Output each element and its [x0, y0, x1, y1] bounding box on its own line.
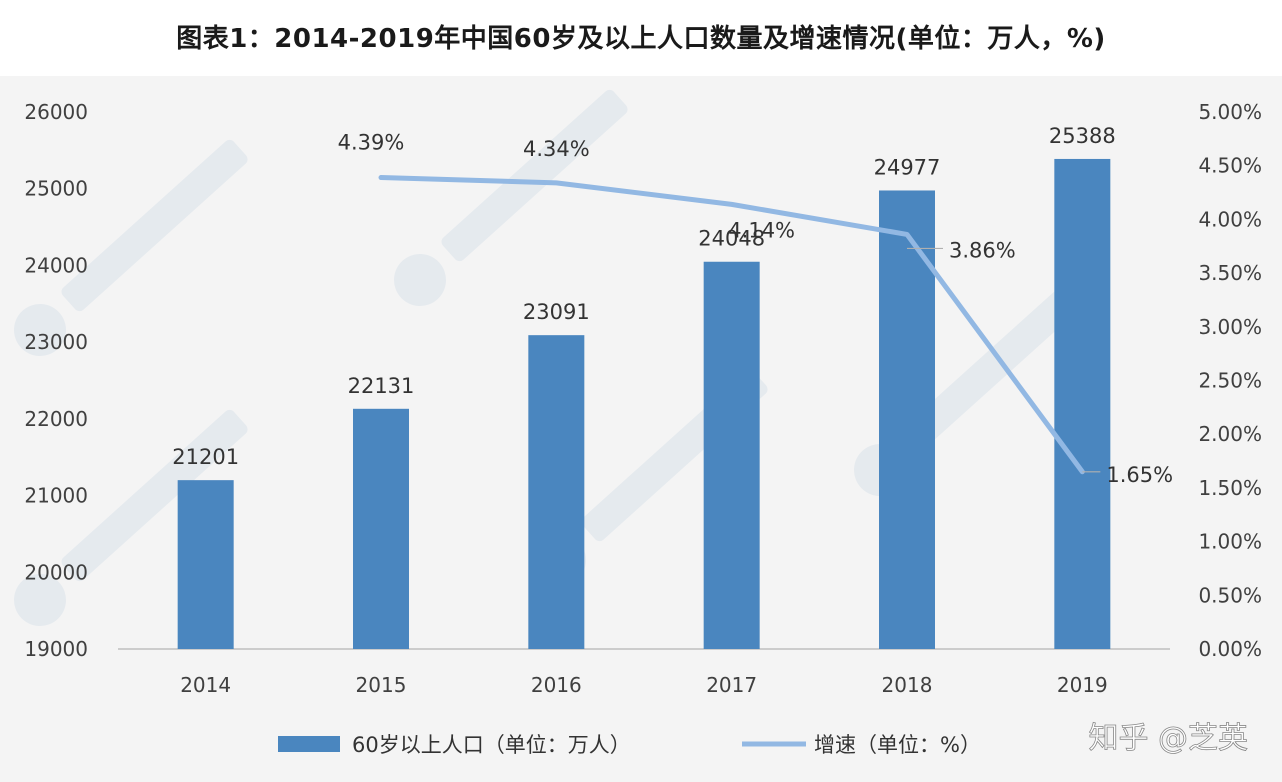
bar	[879, 190, 935, 650]
x-tick-label: 2019	[1057, 673, 1108, 697]
x-tick-label: 2014	[180, 673, 231, 697]
bar	[1054, 158, 1111, 649]
right-tick-label: 4.50%	[1198, 154, 1262, 178]
watermark-logo-bar	[61, 139, 248, 312]
legend-line-label: 增速（单位：%）	[814, 733, 981, 757]
line-value-label: 3.86%	[949, 238, 1016, 262]
watermark-logo	[394, 89, 628, 306]
right-tick-label: 5.00%	[1198, 100, 1262, 124]
bar	[703, 261, 760, 649]
watermark-logo	[13, 409, 248, 626]
watermark-logo-mark	[13, 574, 66, 626]
right-tick-label: 1.00%	[1198, 530, 1262, 554]
watermark-logo-bar	[61, 409, 248, 582]
bar-value-label: 24048	[698, 227, 765, 251]
right-tick-label: 3.50%	[1198, 261, 1262, 285]
bar-value-label: 22131	[348, 374, 415, 398]
right-tick-label: 4.00%	[1198, 207, 1262, 231]
title-band: 图表1：2014-2019年中国60岁及以上人口数量及增速情况(单位：万人，%)	[0, 0, 1282, 77]
left-tick-label: 23000	[24, 330, 88, 354]
x-tick-label: 2018	[882, 673, 933, 697]
right-axis-ticks: 0.00% 0.50% 1.00% 1.50% 2.00% 2.50% 3.00% 3.50%…	[1198, 100, 1262, 661]
line-data-labels: 4.39% 4.34% 4.14% 3.86% 1.65%	[338, 131, 1173, 487]
bar-data-labels: 21201 22131 23091 24048 24977 25388	[172, 124, 1115, 469]
right-tick-label: 3.00%	[1198, 315, 1262, 339]
line-value-label: 4.14%	[728, 218, 795, 242]
bar-value-label: 25388	[1049, 124, 1116, 148]
watermark-logo-mark	[13, 304, 66, 356]
right-tick-label: 2.50%	[1198, 369, 1262, 393]
watermark-logo-bar	[901, 279, 1088, 452]
left-tick-label: 24000	[24, 253, 88, 277]
x-tick-label: 2015	[356, 673, 407, 697]
x-tick-label: 2017	[706, 673, 757, 697]
left-tick-label: 21000	[24, 484, 88, 508]
left-tick-label: 25000	[24, 177, 88, 201]
growth-line	[378, 175, 1085, 475]
left-tick-label: 26000	[24, 100, 88, 124]
right-tick-label: 1.50%	[1198, 476, 1262, 500]
line-value-label: 1.65%	[1106, 463, 1173, 487]
line-value-label: 4.39%	[338, 131, 405, 155]
x-axis-ticks: 2014 2015 2016 2017 2018 2019	[180, 673, 1108, 697]
watermark-logo-bar	[441, 89, 628, 262]
line-series	[378, 175, 1085, 475]
watermark-text: 知乎 @芝英	[1088, 721, 1248, 756]
right-tick-label: 2.00%	[1198, 422, 1262, 446]
left-tick-label: 20000	[24, 560, 88, 584]
bar-value-label: 23091	[523, 300, 590, 324]
bar-value-label: 24977	[874, 155, 941, 179]
bar	[177, 480, 234, 649]
watermark-logo	[13, 139, 248, 356]
bar	[528, 335, 585, 649]
bar	[353, 408, 409, 649]
chart-title: 图表1：2014-2019年中国60岁及以上人口数量及增速情况(单位：万人，%)	[176, 24, 1106, 54]
left-tick-label: 19000	[24, 637, 88, 661]
bar-value-label: 21201	[172, 445, 239, 469]
legend-bar-swatch	[278, 736, 340, 752]
right-tick-label: 0.00%	[1198, 637, 1262, 661]
right-tick-label: 0.50%	[1198, 583, 1262, 607]
left-axis-ticks: 19000 20000 21000 22000 23000 24000 25000 26000	[24, 100, 88, 661]
watermark-logo-mark	[394, 254, 446, 306]
legend-bar-label: 60岁以上人口（单位：万人）	[352, 733, 631, 757]
line-value-label: 4.34%	[523, 137, 590, 161]
left-tick-label: 22000	[24, 407, 88, 431]
bar-series	[177, 158, 1111, 650]
x-tick-label: 2016	[531, 673, 582, 697]
legend: 60岁以上人口（单位：万人） 增速（单位：%）	[278, 733, 981, 757]
